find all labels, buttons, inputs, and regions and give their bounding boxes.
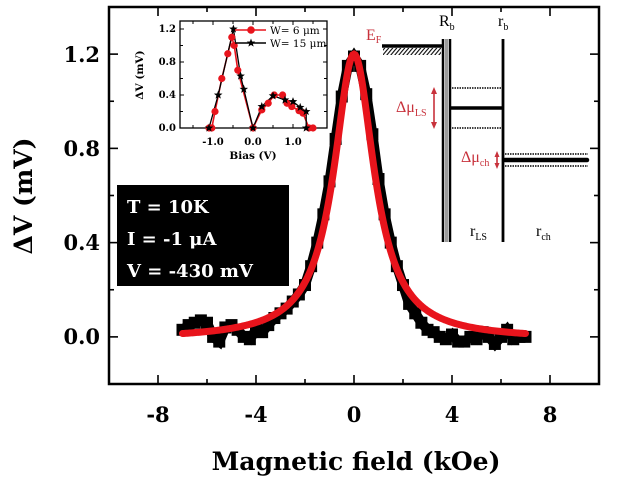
inset-point-star	[248, 123, 258, 132]
y-tick-label: 1.2	[63, 42, 100, 67]
inset-point-star	[295, 102, 305, 112]
inset-point-star	[301, 123, 311, 132]
condition-voltage: V = -430 mV	[126, 261, 254, 282]
y-tick-label: 0.8	[63, 136, 100, 161]
inset-point-circle	[288, 102, 296, 111]
main-y-tick-labels: 0.0 0.4 0.8 1.2	[63, 42, 100, 349]
x-tick-label: 8	[543, 402, 558, 427]
dmu-ls-label: ΔμLS	[396, 99, 427, 119]
inset-point-star	[257, 102, 267, 111]
Rb-label: Rb	[439, 13, 455, 33]
inset-point-circle	[279, 91, 287, 99]
inset-point-star	[229, 24, 238, 33]
fermi-level-label: EF	[366, 27, 382, 46]
x-axis-title: Magnetic field (kOe)	[212, 447, 501, 476]
dmu-ch-arrow-icon	[494, 151, 500, 169]
inset-x-axis-title: Bias (V)	[229, 150, 276, 162]
inset-y-axis-title: ΔV (mV)	[134, 50, 146, 99]
condition-current: I = -1 μA	[127, 229, 217, 250]
conditions-box-bg	[117, 185, 289, 286]
dmu-ls-arrow-icon	[431, 87, 437, 129]
inset-point-circle	[309, 124, 317, 132]
inset-point-star	[213, 90, 223, 99]
main-x-tick-labels: -8 -4 0 4 8	[146, 402, 557, 427]
conditions-box: T = 10K I = -1 μA V = -430 mV	[117, 185, 289, 286]
x-tick-label: 4	[445, 402, 460, 427]
x-tick-label: -8	[146, 402, 169, 427]
inset-x-tick-label: -1.0	[202, 137, 224, 148]
inset-x-tick-label: 1.0	[284, 137, 301, 148]
inset-y-tick-label: 0.4	[159, 90, 176, 101]
inset-point-star	[236, 71, 245, 80]
inset-point-star	[239, 84, 249, 93]
inset-data-series	[204, 24, 317, 132]
inset-point-circle	[224, 50, 232, 58]
main-axis-ticks	[109, 6, 599, 384]
inset-point-circle	[264, 99, 272, 107]
condition-temperature: T = 10K	[127, 197, 210, 218]
inset-chart: 0.0 0.4 0.8 1.2 -1.0 0.0 1.0 Bias (V) ΔV…	[134, 20, 328, 162]
inset-point-circle	[218, 74, 226, 83]
x-tick-label: 0	[347, 402, 362, 427]
inset-y-tick-label: 0.8	[159, 57, 176, 68]
legend-marker-star	[246, 38, 256, 47]
inset-x-tick-label: 0.0	[244, 137, 261, 148]
dmu-ch-label: Δμch	[461, 149, 489, 169]
inset-point-star	[288, 97, 298, 106]
rb-label: rb	[498, 13, 508, 33]
inset-y-tick-label: 1.2	[159, 24, 176, 35]
fit-curve	[179, 50, 529, 338]
inset-point-star	[301, 107, 311, 116]
rls-label: rLS	[470, 223, 487, 243]
inset-point-star	[280, 95, 290, 104]
inset-legend: W= 6 μm W= 15 μm	[235, 25, 326, 50]
legend-label-w6: W= 6 μm	[270, 25, 320, 37]
inset-y-tick-label: 0.0	[159, 123, 176, 134]
legend-marker-circle	[247, 26, 255, 34]
y-tick-label: 0.4	[63, 230, 100, 255]
inset-point-star	[204, 123, 214, 132]
band-diagram: EF Rb rb ΔμLS Δμch rLS rch	[366, 13, 590, 243]
x-tick-label: -4	[244, 402, 267, 427]
inset-point-circle	[211, 107, 219, 116]
inset-point-circle	[234, 66, 242, 74]
inset-point-circle	[228, 33, 236, 41]
inset-point-star	[268, 91, 278, 100]
rch-label: rch	[536, 223, 551, 243]
fermi-level-hatch	[383, 48, 441, 55]
y-tick-label: 0.0	[63, 324, 100, 349]
y-axis-title: ΔV (mV)	[9, 137, 38, 254]
legend-label-w15: W= 15 μm	[270, 38, 326, 50]
